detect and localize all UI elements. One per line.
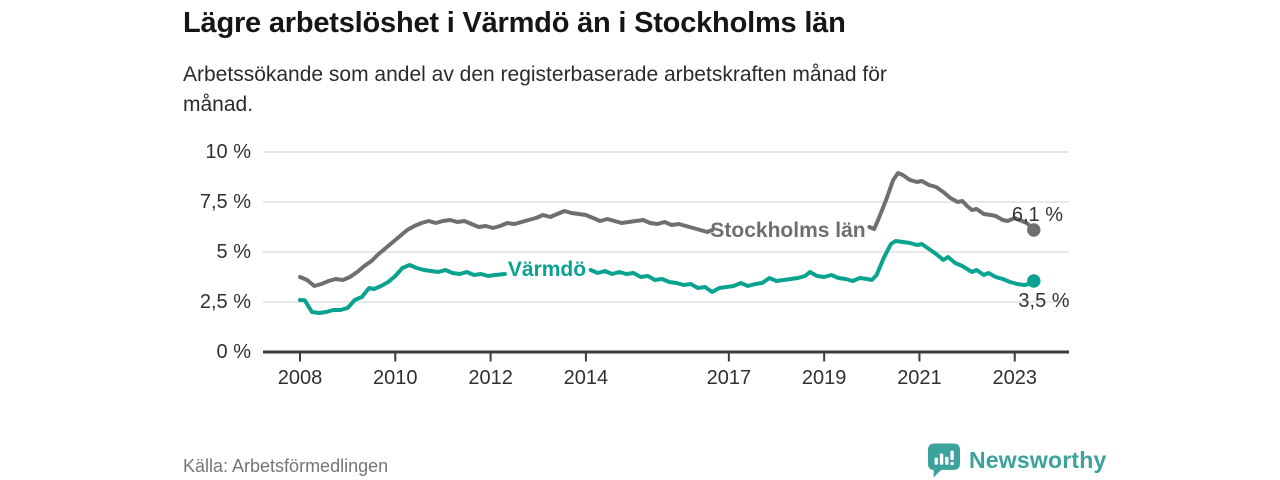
series-line-värmdö	[298, 263, 507, 315]
chart-title: Lägre arbetslöshet i Värmdö än i Stockho…	[183, 7, 846, 39]
x-axis-tick-label: 2021	[897, 367, 942, 389]
y-axis-tick-label: 5 %	[216, 241, 251, 263]
chart-subtitle: Arbetssökande som andel av den registerb…	[183, 60, 887, 120]
newsworthy-wordmark: Newsworthy	[969, 447, 1107, 473]
x-axis-tick-label: 2008	[277, 367, 323, 389]
y-axis-tick-label: 7,5 %	[199, 191, 251, 213]
series-end-dot-stockholms-län	[1027, 223, 1041, 237]
y-axis-tick-label: 10 %	[205, 141, 251, 163]
series-label-stockholms-län: Stockholms län	[710, 219, 866, 242]
x-axis-tick-label: 2010	[373, 367, 418, 389]
x-axis-tick-label: 2019	[801, 367, 847, 389]
series-line-stockholms-län	[867, 171, 1036, 232]
series-line-stockholms-län	[298, 209, 715, 288]
x-axis-tick-label: 2023	[992, 367, 1038, 389]
chart-subtitle-line2: månad.	[183, 93, 254, 116]
source-note: Källa: Arbetsförmedlingen	[183, 456, 389, 476]
end-value-label-stockholms-län: 6,1 %	[1011, 204, 1063, 226]
x-axis-tick-label: 2014	[563, 367, 609, 389]
chart-subtitle-line1: Arbetssökande som andel av den registerb…	[183, 63, 887, 86]
series-line-värmdö	[588, 239, 1036, 294]
x-axis-tick-label: 2012	[468, 367, 513, 389]
newsworthy-logo: Newsworthy	[928, 443, 1106, 478]
series-end-dot-värmdö	[1027, 274, 1041, 288]
x-axis-tick-label: 2017	[706, 367, 752, 389]
series-label-värmdö: Värmdö	[507, 258, 587, 281]
end-value-label-värmdö: 3,5 %	[1018, 290, 1070, 312]
y-axis-tick-label: 0 %	[216, 341, 251, 363]
newsworthy-bar-chart-bubble-icon	[928, 443, 960, 478]
y-axis-tick-label: 2,5 %	[199, 291, 251, 313]
